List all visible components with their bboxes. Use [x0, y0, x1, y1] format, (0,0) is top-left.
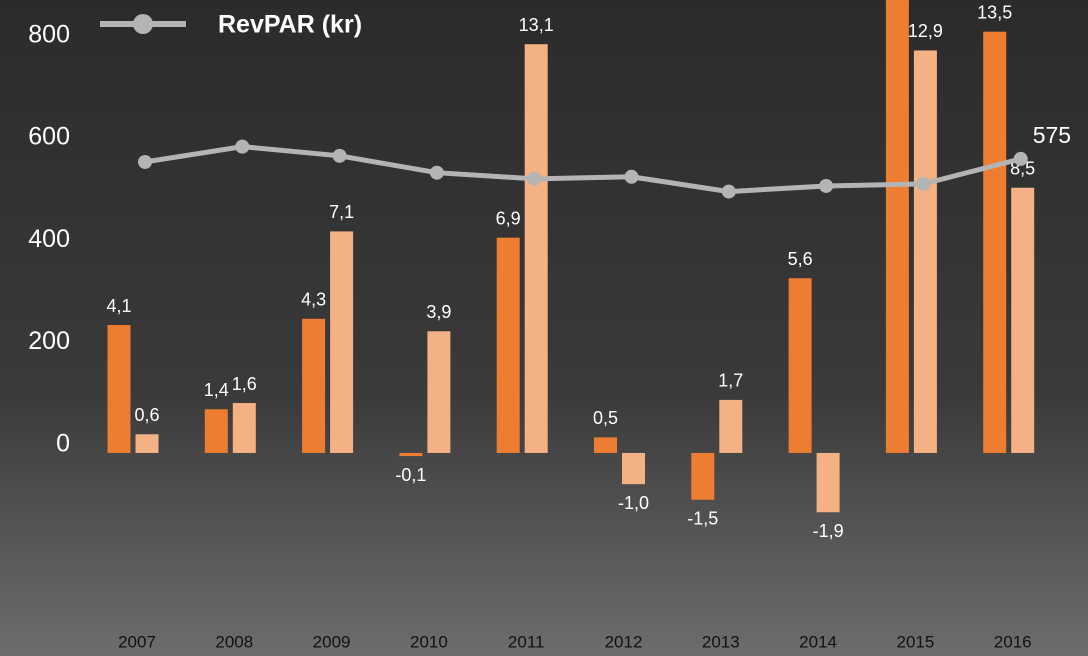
data-label: 1,7	[718, 371, 743, 391]
data-label: 1,4	[204, 380, 229, 400]
y-tick-label: 600	[28, 123, 70, 151]
data-label: 5,6	[788, 249, 813, 269]
line-marker	[819, 178, 834, 193]
x-tick-label: 2008	[215, 632, 253, 651]
bar	[496, 237, 520, 453]
line-marker	[527, 171, 542, 186]
data-label: 3,9	[426, 302, 451, 322]
bar	[330, 231, 354, 453]
bar	[135, 434, 159, 453]
bar	[427, 331, 451, 453]
bar	[1011, 187, 1035, 453]
data-label: 4,3	[301, 290, 326, 310]
bar	[788, 278, 812, 453]
bar	[885, 0, 909, 453]
bar	[913, 50, 937, 453]
data-label: 6,9	[496, 208, 521, 228]
y-tick-label: 0	[56, 429, 70, 457]
line-marker	[721, 184, 736, 199]
data-label: 4,1	[106, 296, 131, 316]
bar	[524, 44, 548, 453]
x-tick-label: 2009	[313, 632, 351, 651]
data-label: 13,5	[977, 2, 1012, 22]
x-tick-label: 2010	[410, 632, 448, 651]
data-label: -1,9	[813, 521, 844, 541]
data-label: -1,0	[618, 493, 649, 513]
data-label: 13,1	[519, 15, 554, 35]
line-marker	[332, 148, 347, 163]
line-marker	[138, 154, 152, 169]
bar	[204, 409, 228, 453]
end-label: 575	[1033, 122, 1071, 148]
data-label: 7,1	[329, 202, 354, 222]
data-label: 0,6	[134, 405, 159, 425]
data-label: 12,9	[908, 21, 943, 41]
x-tick-label: 2014	[799, 632, 837, 651]
data-label: 1,6	[232, 374, 257, 394]
line-marker	[916, 176, 931, 191]
data-label: 0,5	[593, 408, 618, 428]
line-marker	[235, 139, 250, 154]
legend-marker	[133, 14, 153, 34]
bar	[107, 325, 131, 453]
line	[144, 144, 1022, 195]
x-tick-label: 2011	[508, 632, 545, 651]
x-tick-label: 2012	[605, 632, 643, 651]
x-tick-label: 2016	[994, 632, 1032, 651]
x-tick-label: 2015	[896, 632, 934, 651]
bar	[302, 318, 326, 453]
legend-label: RevPAR (kr)	[218, 11, 362, 39]
bar	[816, 452, 840, 513]
line-marker	[429, 165, 444, 180]
y-tick-label: 200	[28, 327, 70, 355]
x-tick-label: 2007	[118, 632, 156, 651]
bar	[594, 437, 617, 453]
bar	[399, 452, 423, 457]
line-marker	[1013, 151, 1028, 166]
x-tick-label: 2013	[702, 632, 740, 651]
bar	[983, 31, 1007, 453]
y-tick-label: 400	[28, 225, 70, 253]
data-label: -1,5	[687, 509, 718, 529]
y-tick-label: 800	[28, 20, 70, 48]
bar	[719, 399, 743, 453]
data-label: -0,1	[395, 465, 426, 485]
bar	[691, 452, 715, 500]
line-marker	[624, 169, 639, 184]
bar	[622, 452, 645, 485]
bar	[232, 403, 256, 453]
